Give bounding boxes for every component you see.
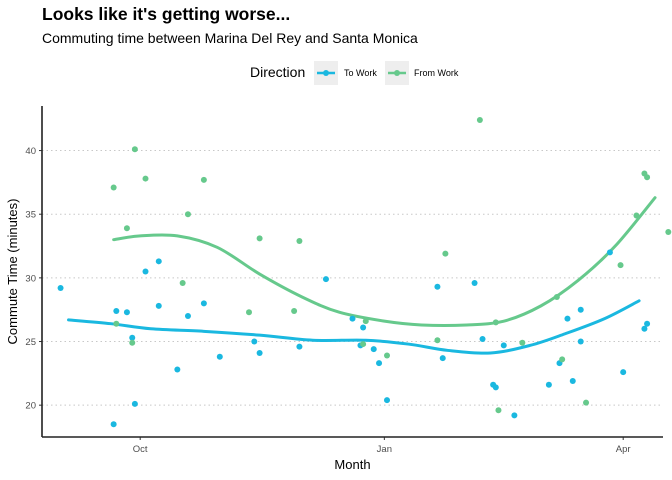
to-work-point	[577, 306, 584, 313]
to-work-point	[479, 335, 486, 342]
from-work-point	[665, 229, 672, 236]
from-work-point	[384, 352, 390, 359]
from-work-point	[256, 235, 263, 242]
to-work-point	[471, 279, 478, 286]
legend-key-point	[394, 70, 400, 76]
chart-subtitle: Commuting time between Marina Del Rey an…	[42, 30, 418, 46]
to-work-point	[349, 315, 356, 322]
to-work-point	[545, 381, 552, 388]
to-work-point	[641, 325, 648, 332]
to-work-point	[376, 360, 383, 367]
from-work-point	[179, 279, 186, 286]
y-tick-label: 40	[25, 146, 36, 157]
to-work-point	[569, 377, 576, 384]
from-work-point	[200, 176, 207, 183]
from-work-point	[553, 293, 560, 300]
to-work-point	[296, 343, 303, 350]
to-work-point	[216, 353, 223, 360]
from-work-point	[434, 337, 441, 344]
from-work-point	[559, 356, 566, 363]
to-work-point	[110, 421, 117, 428]
x-tick-label: Jan	[377, 444, 392, 455]
to-work-point	[129, 334, 136, 341]
to-work-point	[606, 249, 613, 256]
to-work-point	[644, 320, 651, 327]
to-work-point	[492, 384, 499, 391]
y-tick-label: 30	[25, 273, 36, 284]
from-work-point	[184, 211, 191, 218]
to-work-point	[322, 276, 329, 283]
from-work-point	[492, 319, 499, 326]
to-work-point	[511, 412, 518, 419]
to-work-point	[113, 307, 120, 314]
legend-key-point	[323, 70, 329, 76]
to-work-point	[500, 342, 507, 349]
from-work-point	[362, 318, 369, 325]
x-axis-title: Month	[334, 457, 370, 472]
from-work-point	[246, 309, 252, 316]
to-work-point	[439, 355, 446, 362]
smooth-lines	[67, 196, 657, 355]
to-work-point	[123, 309, 130, 316]
to-work-point	[577, 338, 584, 345]
from-work-point	[617, 262, 624, 269]
from-work-point	[476, 117, 483, 124]
from-work-smooth-line	[112, 196, 657, 327]
from-work-point	[291, 307, 298, 314]
to-work-point	[360, 324, 367, 331]
y-tick-label: 20	[25, 401, 36, 412]
from-work-point	[296, 237, 303, 244]
data-points	[57, 117, 672, 428]
y-axis-title: Commute Time (minutes)	[5, 199, 20, 345]
to-work-point	[251, 338, 258, 345]
y-tick-label: 35	[25, 210, 36, 221]
to-work-point	[155, 258, 162, 265]
chart-title: Looks like it's getting worse...	[42, 4, 291, 24]
to-work-point	[174, 366, 181, 373]
from-work-point	[519, 339, 526, 346]
to-work-smooth-line	[67, 299, 641, 355]
to-work-point	[131, 400, 138, 407]
to-work-point	[564, 315, 571, 322]
to-work-point	[370, 346, 377, 353]
from-work-point	[110, 184, 117, 191]
from-work-point	[113, 320, 120, 327]
to-work-point	[434, 283, 441, 290]
from-work-point	[360, 341, 367, 348]
axes: 20 25 30 35 40 Oct Jan Apr Month Commute Time (mi…	[5, 106, 663, 472]
from-work-point	[131, 146, 138, 153]
to-work-point	[200, 300, 207, 307]
to-work-point	[620, 369, 627, 376]
x-tick-label: Oct	[133, 444, 148, 455]
to-work-point	[384, 397, 390, 404]
legend: Direction To Work From Work	[250, 61, 459, 85]
to-work-point	[256, 349, 263, 356]
x-tick-label: Apr	[616, 444, 631, 455]
from-work-point	[123, 225, 130, 232]
from-work-point	[495, 407, 502, 414]
from-work-point	[129, 339, 136, 346]
from-work-point	[442, 250, 449, 257]
legend-label: To Work	[344, 68, 377, 78]
to-work-point	[155, 302, 162, 309]
to-work-point	[184, 313, 191, 320]
from-work-point	[583, 399, 590, 406]
from-work-point	[142, 175, 149, 182]
y-tick-label: 25	[25, 337, 36, 348]
from-work-point	[633, 212, 640, 219]
to-work-point	[57, 285, 64, 292]
from-work-point	[644, 174, 651, 181]
to-work-point	[142, 268, 149, 275]
legend-label: From Work	[414, 68, 459, 78]
legend-title: Direction	[250, 64, 305, 80]
grid-lines	[42, 150, 663, 406]
